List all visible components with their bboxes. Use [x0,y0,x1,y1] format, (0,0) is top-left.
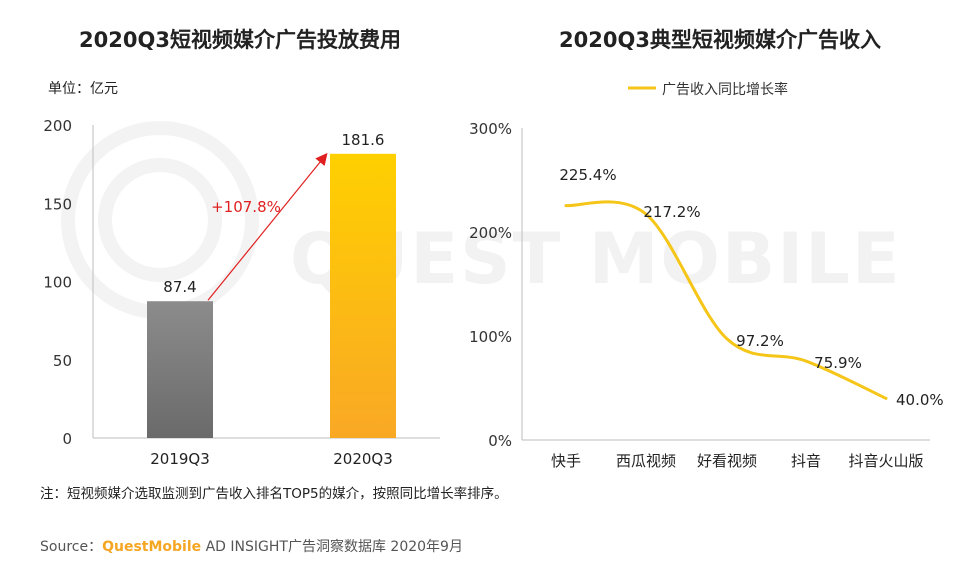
line-category-label: 快手 [551,452,581,470]
legend-label: 广告收入同比增长率 [662,81,788,98]
source-suffix: AD INSIGHT广告洞察数据库 2020年9月 [201,539,463,555]
source-brand: QuestMobile [102,539,202,555]
bar-category-label: 2019Q3 [150,450,210,468]
bar-2020Q3 [330,153,396,438]
bar-y-tick-label: 50 [53,352,72,370]
bar-y-tick-label: 200 [43,117,72,135]
line-y-tick-label: 300% [469,120,512,138]
footnote: 注：短视频媒介选取监测到广告收入排名TOP5的媒介，按照同比增长率排序。 [40,486,508,502]
line-value-label: 40.0% [896,391,944,409]
left-chart-title: 2020Q3短视频媒介广告投放费用 [79,28,401,52]
line-y-tick-label: 200% [469,224,512,242]
bar-value-label: 87.4 [163,278,196,296]
growth-rate-line [564,200,888,400]
line-y-tick-label: 100% [469,328,512,346]
bar-value-label: 181.6 [342,131,385,149]
unit-label: 单位：亿元 [48,81,118,97]
growth-arrow [207,152,328,301]
line-category-label: 好看视频 [697,452,757,470]
bar-2019Q3 [147,301,213,438]
line-value-label: 217.2% [643,203,700,221]
bar-y-tick-label: 100 [43,274,72,292]
line-category-label: 西瓜视频 [616,452,676,470]
source-prefix: Source： [40,539,103,555]
line-value-label: 97.2% [736,332,784,350]
line-value-label: 75.9% [814,354,862,372]
bar-category-label: 2020Q3 [333,450,393,468]
bar-y-tick-label: 150 [43,195,72,213]
source-line: Source：QuestMobile AD INSIGHT广告洞察数据库 202… [40,536,463,556]
line-category-label: 抖音 [791,452,821,470]
line-y-tick-label: 0% [488,432,512,450]
growth-annotation: +107.8% [211,198,281,216]
line-category-label: 抖音火山版 [848,452,923,470]
right-chart-title: 2020Q3典型短视频媒介广告收入 [559,28,881,52]
line-value-label: 225.4% [559,166,616,184]
bar-y-tick-label: 0 [62,430,72,448]
